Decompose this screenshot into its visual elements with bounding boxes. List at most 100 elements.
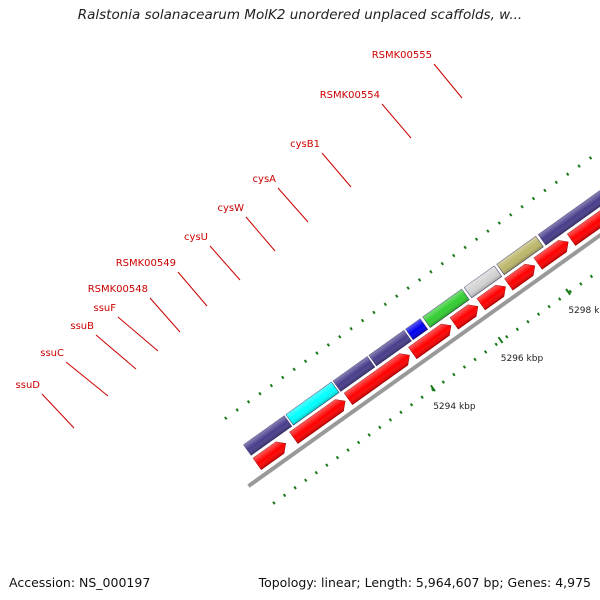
guide-dot xyxy=(258,391,262,396)
guide-dot xyxy=(360,318,365,323)
guide-dot xyxy=(440,261,445,266)
gene-label-cysu[interactable]: cysU xyxy=(184,232,208,243)
callout-line xyxy=(381,103,412,139)
minor-tick xyxy=(346,448,350,452)
callout-line xyxy=(177,271,208,307)
guide-dot xyxy=(588,156,593,160)
guide-dot xyxy=(246,400,251,404)
guide-dot xyxy=(338,335,342,339)
tick-label: 5298 kbp xyxy=(568,306,600,316)
gene-label-cysa[interactable]: cysA xyxy=(253,174,277,185)
minor-tick xyxy=(515,327,520,332)
cds-shading xyxy=(567,209,600,246)
gene-label-ssud[interactable]: ssuD xyxy=(16,380,41,391)
gene-box-shading xyxy=(243,415,292,456)
outer-tick-dots xyxy=(224,156,593,420)
cds-track xyxy=(252,209,600,470)
accession-text: Accession: NS_000197 xyxy=(9,575,151,590)
gene-label-cysb1[interactable]: cysB1 xyxy=(290,139,320,150)
guide-dot xyxy=(577,164,581,168)
gene-box-shading xyxy=(368,330,412,366)
minor-tick xyxy=(293,485,297,490)
callout-line xyxy=(95,334,137,370)
guide-dot xyxy=(349,326,353,331)
cds-shading xyxy=(533,240,569,270)
guide-dot xyxy=(486,229,490,233)
minor-tick xyxy=(399,410,403,415)
guide-dot xyxy=(281,375,285,380)
callout-line xyxy=(321,152,352,188)
gene-label-rsmk00555[interactable]: RSMK00555 xyxy=(372,50,432,61)
minor-tick xyxy=(483,350,488,354)
gene-box-shading xyxy=(464,265,502,298)
callout-line xyxy=(245,216,276,252)
guide-dot xyxy=(372,310,376,315)
cds-shading xyxy=(289,399,346,444)
minor-tick xyxy=(494,342,498,347)
sequence-axis xyxy=(247,0,600,488)
minor-tick xyxy=(558,297,562,301)
annotation-track xyxy=(243,181,600,456)
minor-tick xyxy=(388,418,393,422)
cds-shading xyxy=(253,441,286,470)
minor-tick xyxy=(462,365,467,369)
callout-line xyxy=(433,63,463,99)
minor-tick xyxy=(452,372,456,377)
minor-tick xyxy=(505,335,509,339)
gene-label-ssuf[interactable]: ssuF xyxy=(93,303,116,314)
gene-box-shading xyxy=(405,318,428,340)
minor-tick xyxy=(282,493,287,498)
gene-label-ssuc[interactable]: ssuC xyxy=(40,348,64,359)
cds-shading xyxy=(477,285,506,310)
guide-dot xyxy=(566,172,570,177)
guide-dot xyxy=(543,188,547,193)
gene-box-shading xyxy=(538,182,600,246)
guide-dot xyxy=(520,204,524,209)
guide-dot xyxy=(395,294,399,298)
minor-tick xyxy=(441,380,445,384)
callout-line xyxy=(41,393,75,429)
guide-dot xyxy=(463,245,467,250)
callout-line xyxy=(117,316,159,352)
tick-label: 5296 kbp xyxy=(501,354,544,364)
minor-tick xyxy=(325,463,329,467)
axis-ticks xyxy=(272,274,594,505)
guide-dot xyxy=(554,180,558,185)
cds-shading xyxy=(504,264,535,291)
topology-summary: Topology: linear; Length: 5,964,607 bp; … xyxy=(258,575,591,590)
cds-shading xyxy=(408,324,451,359)
gene-box-shading xyxy=(496,236,544,275)
guide-dot xyxy=(292,367,296,372)
major-tick xyxy=(565,288,571,296)
minor-tick xyxy=(420,395,424,400)
minor-tick xyxy=(526,319,530,324)
guide-dot xyxy=(406,286,410,290)
map-title: Ralstonia solanacearum MolK2 unordered u… xyxy=(77,7,523,23)
callout-line xyxy=(277,187,309,223)
minor-tick xyxy=(272,501,276,505)
cds-shading xyxy=(450,304,478,330)
callout-line xyxy=(65,361,109,397)
minor-tick xyxy=(378,425,382,430)
minor-tick xyxy=(589,274,594,279)
major-tick xyxy=(497,336,504,344)
gene-label-cysw[interactable]: cysW xyxy=(217,203,244,214)
guide-dot xyxy=(429,269,433,274)
callout-line xyxy=(149,297,181,333)
gene-label-rsmk00554[interactable]: RSMK00554 xyxy=(320,90,380,101)
callout-line xyxy=(209,245,241,281)
tick-label: 5294 kbp xyxy=(433,402,476,412)
minor-tick xyxy=(304,478,308,483)
minor-tick xyxy=(314,470,318,475)
guide-dot xyxy=(235,408,239,412)
gene-label-rsmk00549[interactable]: RSMK00549 xyxy=(116,258,176,269)
minor-tick xyxy=(335,455,340,460)
gene-label-ssub[interactable]: ssuB xyxy=(70,321,94,332)
guide-dot xyxy=(315,351,319,355)
minor-tick xyxy=(356,440,361,445)
major-tick xyxy=(430,384,436,392)
gene-box-shading xyxy=(333,356,375,392)
gene-label-rsmk00548[interactable]: RSMK00548 xyxy=(88,284,148,295)
guide-dot xyxy=(383,302,388,307)
